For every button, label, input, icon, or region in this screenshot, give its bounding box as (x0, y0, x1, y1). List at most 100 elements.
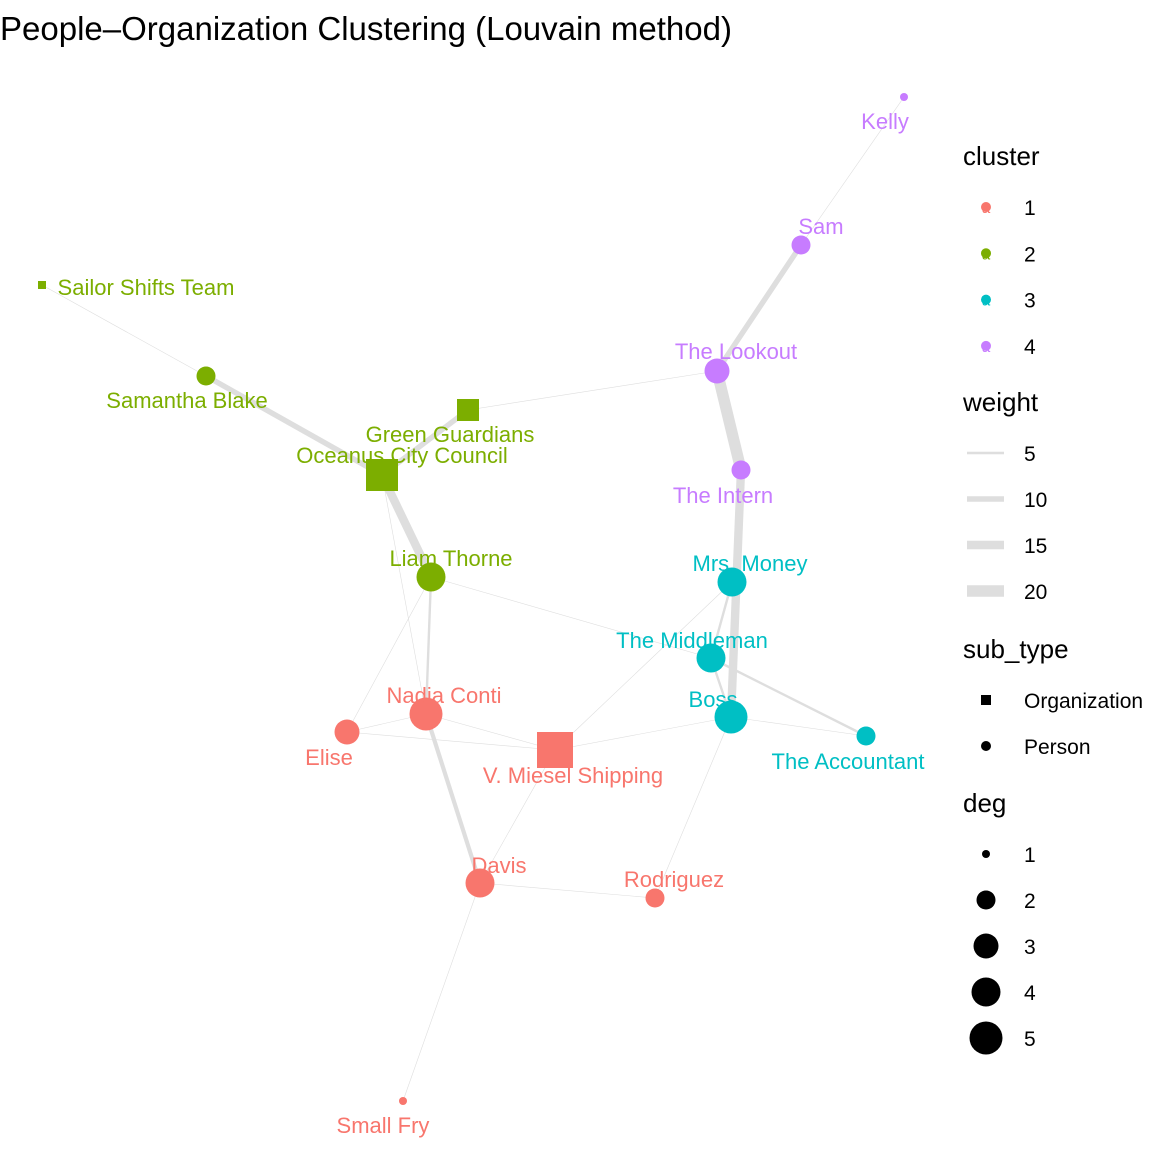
edge-samantha-blake-oceanus-city-council (204, 373, 384, 478)
legend-subtype-label-person: Person (1024, 736, 1091, 759)
node-label-liam-thorne: Liam Thorne (389, 546, 512, 571)
legend-deg-point-2 (976, 890, 996, 910)
node-v-miesel-shipping[interactable] (537, 732, 573, 768)
edge-mrs-money-v-miesel-shipping (554, 581, 733, 751)
node-label-the-intern: The Intern (673, 483, 773, 508)
node-label-v-miesel-shipping: V. Miesel Shipping (483, 763, 663, 788)
node-samantha-blake[interactable] (196, 366, 216, 386)
legend-subtype-square (981, 695, 991, 705)
legend-cluster-point-1 (981, 202, 991, 212)
node-davis[interactable] (465, 868, 495, 898)
node-green-guardians[interactable] (457, 399, 479, 421)
legend-cluster-label-1: 1 (1024, 197, 1036, 220)
edge-boss-v-miesel-shipping (554, 716, 732, 751)
legend-subtype-label-organization: Organization (1024, 690, 1143, 713)
edge-v-miesel-shipping-davis (479, 749, 556, 884)
legend-weight-label-20: 20 (1024, 581, 1047, 604)
legend-cluster-label-4: 4 (1024, 336, 1036, 359)
node-label-kelly: Kelly (861, 109, 909, 134)
legend-cluster-glyph-3: a (982, 293, 991, 310)
legend-deg-point-4 (971, 977, 1001, 1007)
edge-liam-thorne-the-middleman (430, 576, 712, 659)
edge-kelly-sam (800, 96, 905, 246)
node-label-nadia-conti: Nadia Conti (387, 683, 502, 708)
legend-cluster-title: cluster (963, 141, 1040, 171)
edge-sam-the-lookout (714, 243, 804, 373)
node-the-intern[interactable] (731, 460, 751, 480)
edge-liam-thorne-elise (346, 576, 432, 733)
edge-elise-v-miesel-shipping (346, 731, 556, 751)
node-label-oceanus-city-council: Oceanus City Council (296, 443, 508, 468)
legend-subtype-circle (981, 741, 991, 751)
node-kelly[interactable] (900, 93, 908, 101)
node-the-middleman[interactable] (696, 643, 726, 673)
edge-the-lookout-green-guardians (467, 370, 718, 411)
node-label-green-guardians: Green Guardians (366, 422, 535, 447)
node-boss[interactable] (714, 700, 748, 734)
legend-deg-label-2: 2 (1024, 890, 1036, 913)
node-label-sailor-shifts-team: Sailor Shifts Team (58, 275, 235, 300)
edge-liam-thorne-nadia-conti (424, 576, 433, 715)
chart-title: People–Organization Clustering (Louvain … (0, 10, 732, 47)
legend-cluster-point-3 (981, 294, 991, 305)
node-label-rodriguez: Rodriguez (624, 867, 724, 892)
node-label-the-lookout: The Lookout (675, 339, 797, 364)
edge-davis-small-fry (402, 882, 481, 1102)
legend-deg-point-5 (969, 1021, 1003, 1055)
edge-oceanus-city-council-nadia-conti (381, 474, 427, 715)
legend-deg-label-5: 5 (1024, 1028, 1036, 1051)
node-label-sam: Sam (798, 214, 843, 239)
node-label-the-middleman: The Middleman (616, 628, 768, 653)
edge-the-middleman-the-accountant (710, 656, 867, 738)
legend-deg-label-4: 4 (1024, 982, 1036, 1005)
legend-cluster-glyph-1: a (982, 200, 991, 217)
nodes-layer (38, 93, 908, 1105)
edge-nadia-conti-davis (423, 713, 483, 884)
legend-deg-title: deg (963, 788, 1006, 818)
legend-subtype-title: sub_type (963, 634, 1069, 664)
node-sailor-shifts-team[interactable] (38, 281, 46, 289)
legend-deg-point-1 (982, 850, 990, 858)
legend-cluster-label-2: 2 (1024, 243, 1036, 266)
node-rodriguez[interactable] (645, 888, 665, 908)
node-label-elise: Elise (305, 745, 353, 770)
legend-deg-label-3: 3 (1024, 936, 1036, 959)
node-label-davis: Davis (471, 853, 526, 878)
edge-nadia-conti-v-miesel-shipping (425, 713, 556, 751)
node-nadia-conti[interactable] (409, 697, 443, 731)
node-sam[interactable] (791, 235, 811, 255)
legend-weight-title: weight (962, 387, 1039, 417)
node-small-fry[interactable] (399, 1097, 407, 1105)
legend-cluster-glyph-4: a (982, 339, 991, 356)
node-the-lookout[interactable] (704, 358, 730, 384)
legend-deg-point-3 (973, 933, 999, 959)
edge-oceanus-city-council-liam-thorne (378, 473, 435, 579)
node-mrs-money[interactable] (717, 567, 747, 597)
edge-boss-the-accountant (730, 716, 867, 737)
node-liam-thorne[interactable] (416, 562, 446, 592)
node-label-the-accountant: The Accountant (772, 749, 925, 774)
legend-weight-label-15: 15 (1024, 535, 1047, 558)
edges-layer (41, 96, 905, 1102)
node-oceanus-city-council[interactable] (366, 459, 398, 491)
legend-cluster-glyph-2: a (982, 246, 991, 263)
edge-boss-rodriguez (654, 716, 732, 899)
edge-sailor-shifts-team-samantha-blake (41, 284, 207, 377)
legend-cluster-label-3: 3 (1024, 290, 1036, 313)
edge-davis-rodriguez (479, 882, 656, 899)
legend-cluster-point-2 (981, 248, 991, 259)
legend-cluster-point-4 (981, 340, 991, 351)
node-elise[interactable] (334, 719, 360, 745)
node-the-accountant[interactable] (856, 726, 876, 746)
node-label-samantha-blake: Samantha Blake (106, 388, 267, 413)
legend-weight-label-5: 5 (1024, 443, 1036, 466)
edge-the-lookout-the-intern (711, 369, 747, 472)
legend-weight-label-10: 10 (1024, 489, 1047, 512)
labels-layer: Kelly Sam The Lookout The Intern Sailor Shif… (58, 109, 925, 1138)
node-label-mrs-money: Mrs. Money (693, 551, 808, 576)
node-label-boss: Boss (689, 687, 738, 712)
legend-deg-label-1: 1 (1024, 844, 1036, 867)
node-label-small-fry: Small Fry (337, 1113, 430, 1138)
